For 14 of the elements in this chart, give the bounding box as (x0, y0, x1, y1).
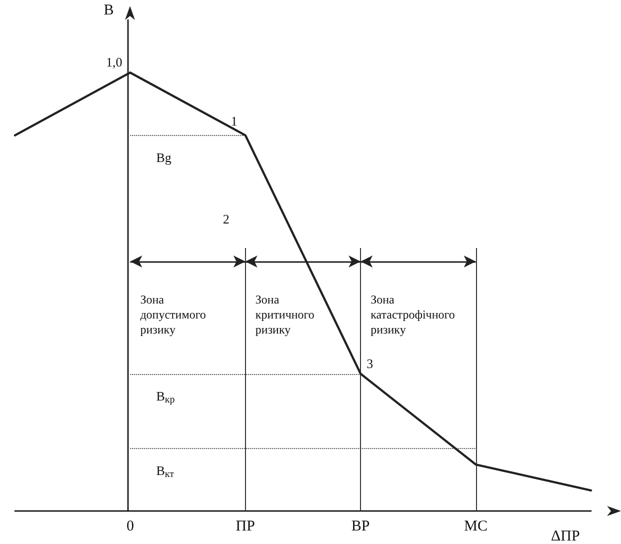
x-tick-label: ВР (351, 518, 370, 534)
ref-line-label: Bg (156, 150, 172, 165)
annotation: 2 (222, 211, 230, 226)
x-tick-label: 0 (126, 518, 134, 534)
annotation: Зона критичного ризику (255, 292, 314, 336)
annotation: Зона катастрофічного ризику (370, 292, 455, 336)
annotation: 1 (230, 113, 238, 128)
annotation: 1,0 (106, 54, 122, 70)
annotation: 3 (366, 356, 374, 371)
x-tick-label: ПР (236, 518, 255, 534)
annotation: Зона допустимого ризику (140, 292, 206, 336)
x-tick-label: МС (464, 518, 488, 534)
y-axis-title: B (104, 2, 114, 18)
x-axis-title: ΔПР (551, 528, 580, 544)
